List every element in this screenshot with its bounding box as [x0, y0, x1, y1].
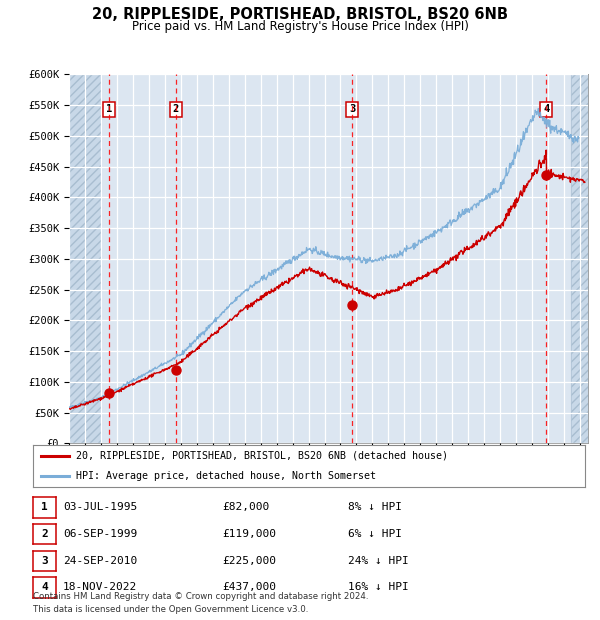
Text: 6% ↓ HPI: 6% ↓ HPI [348, 529, 402, 539]
Text: £225,000: £225,000 [222, 556, 276, 566]
Text: HPI: Average price, detached house, North Somerset: HPI: Average price, detached house, Nort… [76, 471, 376, 481]
Text: 16% ↓ HPI: 16% ↓ HPI [348, 582, 409, 593]
Text: 3: 3 [349, 104, 355, 115]
Text: 2: 2 [41, 529, 48, 539]
Text: 18-NOV-2022: 18-NOV-2022 [63, 582, 137, 593]
Text: £119,000: £119,000 [222, 529, 276, 539]
Text: This data is licensed under the Open Government Licence v3.0.: This data is licensed under the Open Gov… [33, 604, 308, 614]
Text: 1: 1 [106, 104, 112, 115]
Text: 24% ↓ HPI: 24% ↓ HPI [348, 556, 409, 566]
Text: 24-SEP-2010: 24-SEP-2010 [63, 556, 137, 566]
Text: 03-JUL-1995: 03-JUL-1995 [63, 502, 137, 513]
Text: 4: 4 [543, 104, 550, 115]
Text: 3: 3 [41, 556, 48, 566]
Text: 1: 1 [41, 502, 48, 513]
Text: 20, RIPPLESIDE, PORTISHEAD, BRISTOL, BS20 6NB (detached house): 20, RIPPLESIDE, PORTISHEAD, BRISTOL, BS2… [76, 451, 448, 461]
Text: £82,000: £82,000 [222, 502, 269, 513]
Text: £437,000: £437,000 [222, 582, 276, 593]
Text: 8% ↓ HPI: 8% ↓ HPI [348, 502, 402, 513]
Text: 4: 4 [41, 582, 48, 593]
Text: 2: 2 [172, 104, 179, 115]
Text: Contains HM Land Registry data © Crown copyright and database right 2024.: Contains HM Land Registry data © Crown c… [33, 592, 368, 601]
Text: 06-SEP-1999: 06-SEP-1999 [63, 529, 137, 539]
Text: Price paid vs. HM Land Registry's House Price Index (HPI): Price paid vs. HM Land Registry's House … [131, 20, 469, 33]
Text: 20, RIPPLESIDE, PORTISHEAD, BRISTOL, BS20 6NB: 20, RIPPLESIDE, PORTISHEAD, BRISTOL, BS2… [92, 7, 508, 22]
